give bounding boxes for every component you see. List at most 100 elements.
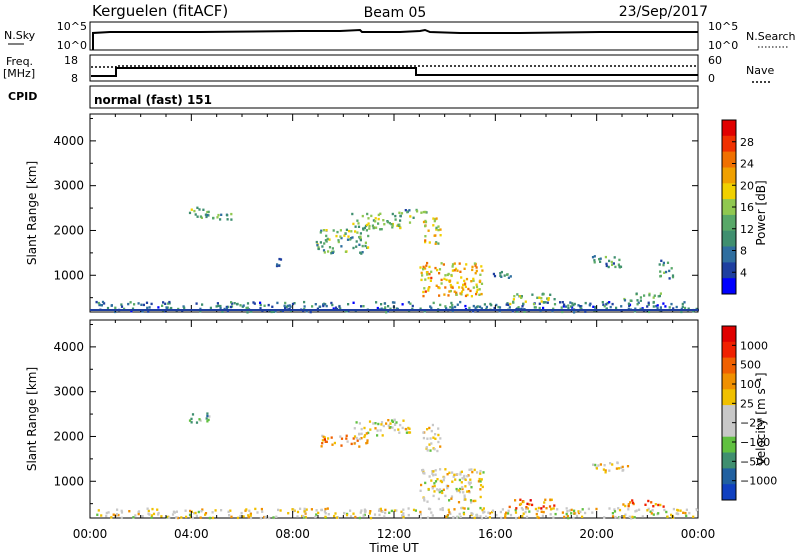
echo-cell: [480, 517, 483, 520]
echo-cell: [447, 508, 450, 511]
echo-cell: [193, 512, 196, 515]
echo-cell: [352, 222, 355, 226]
echo-cell: [439, 468, 442, 471]
echo-cell: [478, 288, 481, 291]
echo-cell: [449, 283, 452, 287]
colorbar-tick-label: 12: [740, 223, 754, 236]
echo-cell: [454, 267, 458, 271]
echo-cell: [627, 505, 630, 508]
colorbar-swatch: [722, 278, 736, 295]
echo-cell: [325, 234, 328, 238]
echo-cell: [98, 303, 101, 306]
echo-cell: [440, 262, 443, 265]
freq-label: Freq.: [6, 55, 33, 68]
echo-cell: [692, 310, 695, 313]
echo-cell: [647, 507, 650, 511]
date-label: 23/Sep/2017: [619, 4, 708, 20]
echo-cell: [398, 211, 401, 214]
echo-cell: [448, 511, 451, 514]
echo-cell: [446, 473, 449, 476]
echo-cell: [581, 515, 584, 518]
echo-cell: [472, 304, 475, 308]
echo-cell: [531, 503, 534, 507]
echo-cell: [137, 512, 140, 516]
echo-cell: [663, 508, 666, 512]
echo-cell: [428, 286, 431, 289]
echo-cell: [190, 417, 193, 421]
echo-cell: [528, 510, 531, 513]
echo-cell: [249, 512, 252, 516]
echo-cell: [424, 220, 428, 224]
colorbar-swatch: [722, 357, 736, 374]
echo-cell: [157, 306, 160, 309]
echo-cell: [127, 302, 130, 306]
echo-cell: [433, 219, 436, 223]
echo-cell: [377, 217, 380, 221]
echo-cell: [239, 514, 242, 518]
echo-cell: [393, 428, 396, 432]
echo-cell: [374, 217, 377, 220]
echo-cell: [427, 289, 430, 292]
echo-cell: [188, 211, 192, 215]
echo-cell: [391, 212, 394, 216]
echo-cell: [648, 294, 651, 297]
echo-cell: [183, 306, 186, 309]
echo-cell: [100, 304, 103, 307]
colorbar-swatch: [722, 468, 736, 485]
echo-cell: [380, 228, 383, 231]
echo-cell: [634, 510, 637, 513]
echo-cell: [570, 512, 573, 515]
echo-cell: [439, 228, 442, 231]
echo-cell: [469, 481, 472, 484]
echo-cell: [566, 514, 569, 518]
echo-cell: [390, 419, 394, 422]
echo-cell: [231, 302, 234, 305]
echo-cell: [303, 507, 306, 511]
echo-cell: [150, 302, 153, 306]
echo-cell: [579, 306, 582, 310]
echo-cell: [611, 463, 614, 466]
echo-cell: [525, 506, 528, 509]
echo-cell: [95, 300, 98, 304]
echo-cell: [337, 239, 340, 242]
echo-cell: [475, 290, 478, 294]
echo-cell: [345, 513, 349, 517]
echo-cell: [160, 515, 163, 518]
echo-cell: [426, 261, 429, 265]
echo-cell: [455, 291, 458, 294]
velocity-colorbar-label: Velocity [m s⁻¹]: [754, 372, 768, 465]
echo-cell: [355, 436, 358, 440]
echo-cell: [117, 513, 120, 517]
echo-cell: [428, 443, 431, 446]
echo-cell: [359, 511, 362, 514]
echo-cell: [470, 280, 473, 283]
cpid-text: normal (fast) 151: [94, 93, 212, 107]
echo-cell: [537, 506, 540, 510]
echo-cell: [180, 516, 183, 519]
echo-cell: [471, 512, 474, 516]
echo-cell: [636, 299, 639, 302]
echo-cell: [500, 270, 503, 274]
echo-cell: [472, 310, 475, 313]
echo-cell: [226, 218, 229, 221]
colorbar-swatch: [722, 262, 736, 279]
echo-cell: [291, 302, 295, 306]
echo-cell: [393, 418, 396, 422]
echo-cell: [474, 264, 477, 267]
echo-cell: [226, 214, 229, 217]
echo-cell: [463, 474, 466, 478]
echo-cell: [216, 302, 219, 305]
echo-cell: [242, 304, 245, 307]
echo-cell: [345, 434, 348, 437]
y-tick-label: 1000: [53, 474, 84, 488]
echo-cell: [422, 436, 425, 440]
echo-cell: [137, 302, 140, 305]
echo-cell: [654, 503, 657, 506]
echo-cell: [475, 266, 478, 269]
echo-cell: [324, 512, 327, 515]
echo-cell: [378, 508, 381, 511]
echo-cell: [327, 513, 330, 516]
echo-cell: [283, 304, 286, 308]
echo-cell: [464, 498, 467, 501]
